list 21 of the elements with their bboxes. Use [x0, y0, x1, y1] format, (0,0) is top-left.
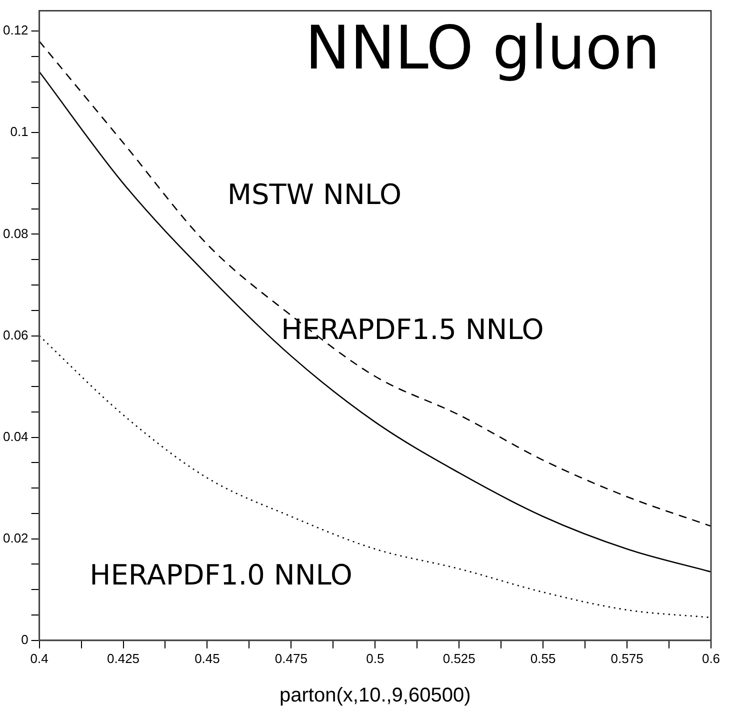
y-tick-label: 0.02: [2, 530, 28, 546]
annotation: HERAPDF1.5 NNLO: [281, 313, 544, 346]
x-tick-label: 0.525: [442, 650, 476, 666]
x-tick-label: 0.575: [610, 650, 644, 666]
y-tick-label: 0.1: [10, 124, 28, 140]
x-tick-label: 0.55: [530, 650, 556, 666]
annotation: HERAPDF1.0 NNLO: [90, 558, 352, 592]
x-tick-label: 0.475: [274, 650, 308, 666]
y-tick-label: 0.06: [2, 327, 28, 342]
y-tick-label: 0: [21, 632, 28, 647]
x-tick-label: 0.6: [702, 650, 720, 666]
x-tick-label: 0.425: [106, 650, 140, 666]
y-tick-label: 0.08: [2, 226, 28, 241]
x-tick-label: 0.4: [30, 650, 48, 666]
y-tick-label: 0.12: [2, 22, 28, 38]
annotation: MSTW NNLO: [227, 178, 402, 211]
x-axis-title: parton(x,10.,9,60500): [280, 684, 471, 707]
y-tick-label: 0.04: [2, 428, 28, 444]
x-tick-label: 0.45: [194, 650, 220, 666]
chart-title: NNLO gluon: [305, 13, 660, 84]
x-tick-label: 0.5: [366, 650, 384, 666]
